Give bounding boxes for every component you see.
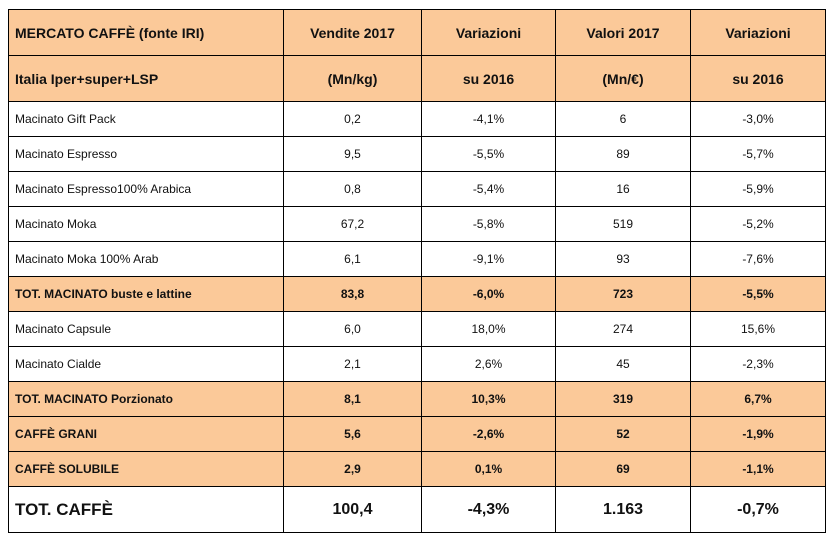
- table-cell: -6,0%: [421, 276, 556, 312]
- row-label: Macinato Espresso100% Arabica: [8, 171, 284, 207]
- table-cell: -5,8%: [421, 206, 556, 242]
- subtotal-row: TOT. MACINATO Porzionato 8,1 10,3% 319 6,7%: [8, 381, 826, 417]
- table-row: Macinato Cialde 2,1 2,6% 45 -2,3%: [8, 346, 826, 382]
- table-cell: -3,0%: [690, 101, 826, 137]
- header-cell: su 2016: [690, 55, 826, 102]
- header-cell: su 2016: [421, 55, 556, 102]
- table-cell: 89: [555, 136, 691, 172]
- table-cell: 45: [555, 346, 691, 382]
- header-row-2: Italia Iper+super+LSP (Mn/kg) su 2016 (M…: [8, 55, 826, 102]
- table-cell: -5,4%: [421, 171, 556, 207]
- header-cell: MERCATO CAFFÈ (fonte IRI): [8, 9, 284, 56]
- table-cell: 723: [555, 276, 691, 312]
- table-row: Macinato Espresso 9,5 -5,5% 89 -5,7%: [8, 136, 826, 172]
- table-cell: 6,0: [283, 311, 422, 347]
- table-cell: 67,2: [283, 206, 422, 242]
- table-cell: -5,7%: [690, 136, 826, 172]
- table-cell: 6,1: [283, 241, 422, 277]
- header-cell: Italia Iper+super+LSP: [8, 55, 284, 102]
- row-label: TOT. CAFFÈ: [8, 486, 284, 533]
- table-cell: 6: [555, 101, 691, 137]
- table-row: Macinato Capsule 6,0 18,0% 274 15,6%: [8, 311, 826, 347]
- table-cell: 2,1: [283, 346, 422, 382]
- table-row: Macinato Moka 67,2 -5,8% 519 -5,2%: [8, 206, 826, 242]
- header-row-1: MERCATO CAFFÈ (fonte IRI) Vendite 2017 V…: [8, 9, 826, 56]
- table-cell: 52: [555, 416, 691, 452]
- header-cell: (Mn/kg): [283, 55, 422, 102]
- header-cell: Variazioni: [690, 9, 826, 56]
- row-label: Macinato Capsule: [8, 311, 284, 347]
- subtotal-row: CAFFÈ GRANI 5,6 -2,6% 52 -1,9%: [8, 416, 826, 452]
- table-cell: 10,3%: [421, 381, 556, 417]
- table-cell: -2,6%: [421, 416, 556, 452]
- table-cell: -0,7%: [690, 486, 826, 533]
- table-cell: -5,9%: [690, 171, 826, 207]
- header-cell: (Mn/€): [555, 55, 691, 102]
- subtotal-row: CAFFÈ SOLUBILE 2,9 0,1% 69 -1,1%: [8, 451, 826, 487]
- table-cell: 9,5: [283, 136, 422, 172]
- row-label: CAFFÈ SOLUBILE: [8, 451, 284, 487]
- table-cell: -1,9%: [690, 416, 826, 452]
- table-cell: 8,1: [283, 381, 422, 417]
- total-row: TOT. CAFFÈ 100,4 -4,3% 1.163 -0,7%: [8, 486, 826, 533]
- coffee-market-table: MERCATO CAFFÈ (fonte IRI) Vendite 2017 V…: [8, 9, 826, 533]
- table-cell: -9,1%: [421, 241, 556, 277]
- table-cell: 16: [555, 171, 691, 207]
- table-cell: 5,6: [283, 416, 422, 452]
- row-label: Macinato Moka 100% Arab: [8, 241, 284, 277]
- table-cell: 0,1%: [421, 451, 556, 487]
- table-cell: 0,2: [283, 101, 422, 137]
- row-label: Macinato Espresso: [8, 136, 284, 172]
- table-cell: 18,0%: [421, 311, 556, 347]
- table-cell: 0,8: [283, 171, 422, 207]
- table-cell: -5,2%: [690, 206, 826, 242]
- table-cell: -4,1%: [421, 101, 556, 137]
- table-cell: -2,3%: [690, 346, 826, 382]
- table-cell: 83,8: [283, 276, 422, 312]
- row-label: TOT. MACINATO buste e lattine: [8, 276, 284, 312]
- table-cell: 93: [555, 241, 691, 277]
- table-cell: 15,6%: [690, 311, 826, 347]
- subtotal-row: TOT. MACINATO buste e lattine 83,8 -6,0% 72…: [8, 276, 826, 312]
- table-cell: 1.163: [555, 486, 691, 533]
- table-cell: 2,9: [283, 451, 422, 487]
- table-cell: 69: [555, 451, 691, 487]
- table-cell: -5,5%: [421, 136, 556, 172]
- row-label: Macinato Gift Pack: [8, 101, 284, 137]
- table-cell: -5,5%: [690, 276, 826, 312]
- table-row: Macinato Moka 100% Arab 6,1 -9,1% 93 -7,6%: [8, 241, 826, 277]
- table-cell: 6,7%: [690, 381, 826, 417]
- table-cell: 2,6%: [421, 346, 556, 382]
- table-row: Macinato Gift Pack 0,2 -4,1% 6 -3,0%: [8, 101, 826, 137]
- table-cell: 519: [555, 206, 691, 242]
- table-cell: 100,4: [283, 486, 422, 533]
- header-cell: Variazioni: [421, 9, 556, 56]
- table-cell: 274: [555, 311, 691, 347]
- row-label: CAFFÈ GRANI: [8, 416, 284, 452]
- row-label: TOT. MACINATO Porzionato: [8, 381, 284, 417]
- table-cell: 319: [555, 381, 691, 417]
- row-label: Macinato Moka: [8, 206, 284, 242]
- header-cell: Valori 2017: [555, 9, 691, 56]
- table-cell: -7,6%: [690, 241, 826, 277]
- table-cell: -4,3%: [421, 486, 556, 533]
- table-row: Macinato Espresso100% Arabica 0,8 -5,4% 16-…: [8, 171, 826, 207]
- row-label: Macinato Cialde: [8, 346, 284, 382]
- header-cell: Vendite 2017: [283, 9, 422, 56]
- table-cell: -1,1%: [690, 451, 826, 487]
